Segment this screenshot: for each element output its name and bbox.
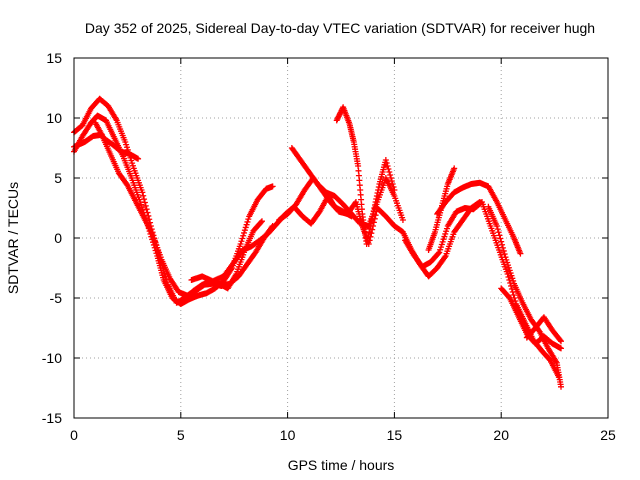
data-point <box>441 254 448 261</box>
data-point <box>383 160 390 166</box>
data-point <box>372 212 379 219</box>
data-point <box>139 189 146 196</box>
chart-title: Day 352 of 2025, Sidereal Day-to-day VTE… <box>85 20 595 36</box>
data-point <box>258 218 265 225</box>
y-tick-label: -5 <box>50 290 63 306</box>
data-point <box>237 241 244 247</box>
x-tick-label: 0 <box>70 427 78 443</box>
data-point <box>240 232 247 239</box>
x-tick-label: 25 <box>600 427 616 443</box>
data-point <box>498 238 505 245</box>
data-point <box>386 169 393 175</box>
y-tick-label: 15 <box>46 50 62 66</box>
x-axis-label: GPS time / hours <box>288 457 395 473</box>
data-point <box>384 163 391 169</box>
data-point <box>365 241 372 247</box>
y-tick-label: 0 <box>54 230 62 246</box>
series-3 <box>71 131 276 299</box>
data-point <box>135 155 142 162</box>
data-point <box>245 216 252 223</box>
data-point <box>239 235 246 242</box>
series-1 <box>71 112 276 307</box>
data-point <box>141 199 148 206</box>
data-point <box>505 274 512 280</box>
data-point <box>243 221 250 228</box>
data-point <box>499 244 506 251</box>
data-point <box>142 202 149 209</box>
data-point <box>143 206 150 213</box>
x-tick-label: 10 <box>280 427 296 443</box>
data-point <box>494 226 501 233</box>
series-9 <box>402 199 562 381</box>
data-point <box>509 289 516 295</box>
data-point <box>517 250 524 257</box>
series-4 <box>92 119 142 162</box>
data-point <box>269 183 276 190</box>
data-point <box>242 224 249 231</box>
y-tick-label: -15 <box>42 410 62 426</box>
data-point <box>241 227 248 234</box>
series-11 <box>434 179 524 257</box>
data-point <box>558 345 565 352</box>
y-tick-label: -10 <box>42 350 62 366</box>
y-axis-label: SDTVAR / TECUs <box>5 182 21 294</box>
data-point <box>370 223 377 229</box>
data-point <box>241 229 248 236</box>
series-13 <box>498 285 565 352</box>
y-tick-label: 10 <box>46 110 62 126</box>
data-point <box>144 209 151 216</box>
x-tick-label: 15 <box>387 427 403 443</box>
y-tick-label: 5 <box>54 170 62 186</box>
data-point <box>435 250 442 257</box>
data-point <box>367 233 374 240</box>
data-point <box>387 175 394 181</box>
data-point <box>510 292 517 298</box>
data-point <box>399 217 406 223</box>
data-points <box>71 95 565 390</box>
data-point <box>493 223 500 229</box>
data-point <box>496 232 503 239</box>
data-point <box>495 229 502 236</box>
series-5 <box>188 193 355 285</box>
series-7 <box>333 104 398 247</box>
data-point <box>368 230 375 237</box>
data-point <box>388 178 395 184</box>
data-point <box>382 157 389 163</box>
data-point <box>385 166 392 172</box>
data-point <box>141 196 148 203</box>
series-14 <box>523 314 565 345</box>
data-point <box>366 237 373 244</box>
data-point <box>499 241 506 248</box>
data-point <box>391 187 398 193</box>
data-point <box>451 165 458 172</box>
data-point <box>369 226 376 233</box>
data-point <box>244 218 251 225</box>
data-point <box>370 219 377 226</box>
x-axis: 0 5 10 15 20 25 <box>70 58 616 443</box>
data-point <box>387 172 394 178</box>
series-8 <box>276 175 483 280</box>
y-axis: -15 -10 -5 0 5 10 15 <box>42 50 608 426</box>
data-point <box>558 383 565 390</box>
data-point <box>140 192 147 199</box>
data-point <box>390 184 397 190</box>
data-point <box>371 215 378 222</box>
data-point <box>145 212 152 219</box>
data-point <box>258 219 265 226</box>
x-tick-label: 20 <box>493 427 509 443</box>
x-tick-label: 5 <box>177 427 185 443</box>
data-point <box>558 338 565 345</box>
data-point <box>497 235 504 242</box>
data-point <box>557 337 564 344</box>
data-point <box>504 271 511 277</box>
data-point <box>501 251 508 258</box>
data-point <box>238 238 245 245</box>
data-point <box>389 181 396 187</box>
data-point <box>500 247 507 254</box>
